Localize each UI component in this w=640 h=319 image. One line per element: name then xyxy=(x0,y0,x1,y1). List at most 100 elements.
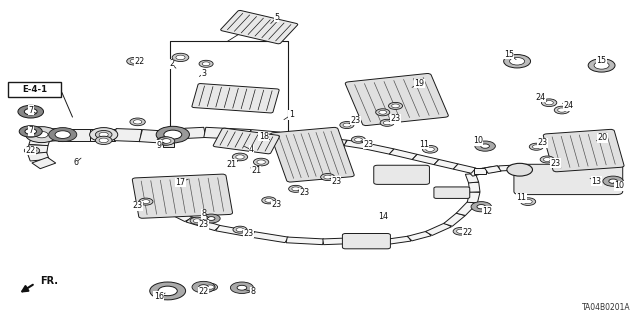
Text: 16: 16 xyxy=(154,292,164,300)
Circle shape xyxy=(192,281,215,293)
Circle shape xyxy=(164,130,182,139)
Circle shape xyxy=(545,100,554,105)
Text: 11: 11 xyxy=(516,193,527,202)
Text: 10: 10 xyxy=(614,181,625,190)
Circle shape xyxy=(594,62,609,69)
Circle shape xyxy=(26,127,58,143)
Text: 3: 3 xyxy=(201,69,206,78)
Circle shape xyxy=(376,109,390,116)
Polygon shape xyxy=(115,129,141,142)
Bar xyxy=(8,82,61,97)
Text: 23: 23 xyxy=(132,201,143,210)
Text: 17: 17 xyxy=(175,178,186,187)
Circle shape xyxy=(25,129,36,134)
Circle shape xyxy=(202,283,218,291)
Circle shape xyxy=(24,108,37,115)
Circle shape xyxy=(158,137,175,145)
Polygon shape xyxy=(28,152,49,161)
Circle shape xyxy=(198,285,209,290)
Circle shape xyxy=(477,204,486,209)
Circle shape xyxy=(541,99,557,107)
Polygon shape xyxy=(465,174,479,183)
Circle shape xyxy=(609,179,618,183)
Text: 1: 1 xyxy=(289,110,294,119)
FancyBboxPatch shape xyxy=(434,187,470,198)
Circle shape xyxy=(253,158,269,166)
Polygon shape xyxy=(453,164,476,173)
Circle shape xyxy=(262,197,276,204)
Circle shape xyxy=(557,108,566,112)
FancyBboxPatch shape xyxy=(342,234,390,249)
Circle shape xyxy=(543,158,551,161)
FancyBboxPatch shape xyxy=(213,128,280,154)
Circle shape xyxy=(265,198,273,202)
Polygon shape xyxy=(474,168,486,174)
Circle shape xyxy=(340,122,354,129)
Circle shape xyxy=(205,285,214,289)
Circle shape xyxy=(379,110,387,114)
Text: 23: 23 xyxy=(198,220,209,229)
Polygon shape xyxy=(364,144,394,154)
Circle shape xyxy=(292,187,300,191)
Text: 18: 18 xyxy=(259,132,269,141)
Circle shape xyxy=(193,219,201,223)
Circle shape xyxy=(509,57,525,65)
Polygon shape xyxy=(518,165,532,172)
Polygon shape xyxy=(434,160,458,169)
Polygon shape xyxy=(444,213,465,226)
Text: 4: 4 xyxy=(249,145,254,154)
Text: 8: 8 xyxy=(201,209,206,218)
Circle shape xyxy=(588,59,615,72)
Circle shape xyxy=(19,126,42,137)
Polygon shape xyxy=(499,165,519,171)
Circle shape xyxy=(321,174,335,181)
FancyBboxPatch shape xyxy=(514,164,623,195)
Circle shape xyxy=(139,198,153,205)
Circle shape xyxy=(95,136,112,145)
Text: 9: 9 xyxy=(156,141,161,150)
Polygon shape xyxy=(426,223,451,235)
Polygon shape xyxy=(323,238,349,245)
Text: 2: 2 xyxy=(169,59,174,68)
Circle shape xyxy=(232,153,248,161)
Circle shape xyxy=(504,55,531,68)
Circle shape xyxy=(351,136,365,143)
Polygon shape xyxy=(482,166,500,173)
Text: 22: 22 xyxy=(462,228,472,237)
Polygon shape xyxy=(412,154,439,165)
Circle shape xyxy=(422,145,438,153)
Circle shape xyxy=(426,147,435,152)
Polygon shape xyxy=(484,166,501,173)
Circle shape xyxy=(35,131,48,138)
Text: 23: 23 xyxy=(271,200,282,209)
Text: 23: 23 xyxy=(243,229,253,238)
Polygon shape xyxy=(324,138,347,146)
Polygon shape xyxy=(344,140,368,149)
Text: 23: 23 xyxy=(363,140,373,149)
Polygon shape xyxy=(172,211,193,221)
Circle shape xyxy=(532,145,540,149)
Circle shape xyxy=(142,200,150,204)
Polygon shape xyxy=(171,128,188,140)
Circle shape xyxy=(157,137,173,145)
FancyBboxPatch shape xyxy=(374,165,429,184)
Text: TA04B0201A: TA04B0201A xyxy=(582,303,630,312)
Polygon shape xyxy=(468,182,480,192)
Circle shape xyxy=(158,286,177,296)
Polygon shape xyxy=(58,129,90,141)
Text: 5: 5 xyxy=(274,13,279,22)
Circle shape xyxy=(324,175,332,179)
Text: 13: 13 xyxy=(591,177,602,186)
Polygon shape xyxy=(302,138,325,144)
Polygon shape xyxy=(28,145,48,153)
Polygon shape xyxy=(186,217,221,231)
Circle shape xyxy=(127,57,142,65)
Text: FR.: FR. xyxy=(40,276,58,286)
Circle shape xyxy=(207,217,215,220)
Circle shape xyxy=(453,227,468,235)
Text: 22: 22 xyxy=(134,57,145,66)
Circle shape xyxy=(236,155,244,159)
Text: 23: 23 xyxy=(350,116,360,125)
Polygon shape xyxy=(275,132,305,146)
Circle shape xyxy=(343,123,351,127)
